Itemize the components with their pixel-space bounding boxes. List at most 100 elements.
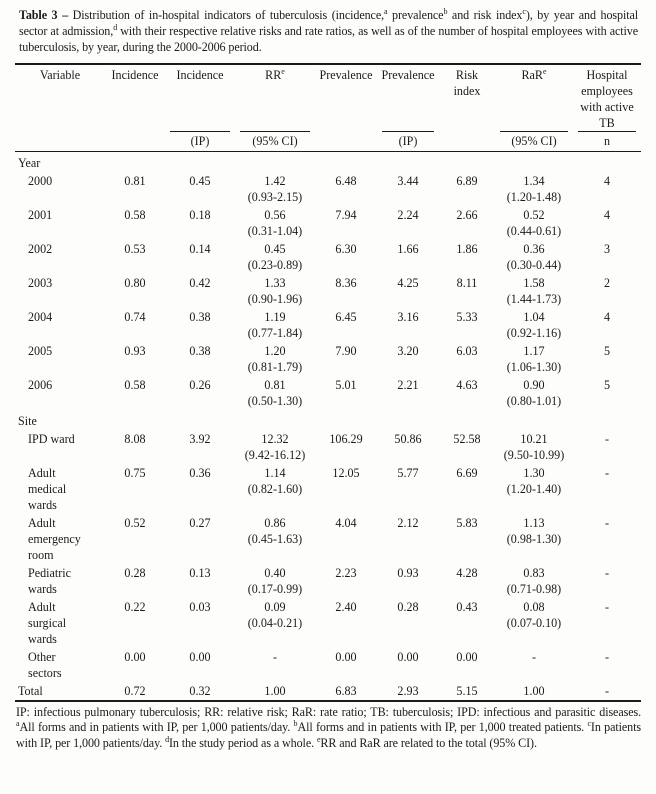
cell-value: 1.66 xyxy=(397,241,419,256)
cell-incidence-ip: 0.18 xyxy=(165,206,235,240)
cell-value: 0.00 xyxy=(456,649,478,664)
cell-prevalence: 8.36 xyxy=(315,274,377,308)
cell-rar: 0.08 (0.07-0.10) xyxy=(495,598,573,648)
footnote-text: RR and RaR are related to the total (95%… xyxy=(320,736,537,751)
cell-value: 0.58 xyxy=(124,377,146,392)
cell-value: 1.00 xyxy=(523,683,545,698)
cell-confidence-interval: (9.50-10.99) xyxy=(503,447,565,462)
cell-value: 1.13 xyxy=(523,515,545,530)
cell-n: - xyxy=(573,648,641,682)
header-spacer xyxy=(15,131,105,152)
document-page: Table 3 – Distribution of in-hospital in… xyxy=(15,6,641,752)
cell-confidence-interval: (9.42-16.12) xyxy=(244,447,306,462)
cell-value: 4 xyxy=(603,207,611,222)
cell-value: 2.21 xyxy=(397,377,419,392)
cell-prevalence-ip: 3.16 xyxy=(377,308,439,342)
footnote: IP: infectious pulmonary tuberculosis; R… xyxy=(16,705,641,752)
cell-value: 0.56 xyxy=(264,207,286,222)
column-rule xyxy=(578,130,636,132)
table-body: Year 2000 0.81 0.45 1.42 (0.93-2.15) 6.48 3.44 6… xyxy=(15,151,641,701)
cell-rr: 12.32 (9.42-16.12) xyxy=(235,430,315,464)
rr-superscript: e xyxy=(281,66,285,76)
col-header-incidence: Incidence xyxy=(105,64,165,131)
cell-prevalence: 7.90 xyxy=(315,342,377,376)
cell-value: 3.16 xyxy=(397,309,419,324)
subheader-rr-ci: (95% CI) xyxy=(235,130,315,152)
cell-value: 0.45 xyxy=(264,241,286,256)
cell-n: 5 xyxy=(573,342,641,376)
cell-incidence: 0.80 xyxy=(105,274,165,308)
cell-value: 5 xyxy=(603,377,611,392)
row-label: 2000 xyxy=(28,173,53,188)
cell-value: 6.69 xyxy=(456,465,478,480)
cell-value: 2.93 xyxy=(397,683,419,698)
cell-incidence: 0.58 xyxy=(105,376,165,410)
subheader-label: (IP) xyxy=(190,133,210,148)
cell-value: 12.32 xyxy=(261,431,289,446)
row-label: Adult emergency room xyxy=(28,515,81,562)
cell-value: 1.42 xyxy=(264,173,286,188)
cell-value: 5.77 xyxy=(397,465,419,480)
cell-prevalence-ip: 3.44 xyxy=(377,172,439,206)
cell-incidence-ip: 0.13 xyxy=(165,564,235,598)
row-label: 2001 xyxy=(28,207,53,222)
subheader-rar-ci: (95% CI) xyxy=(495,130,573,152)
cell-prevalence-ip: 2.21 xyxy=(377,376,439,410)
col-header-label: Prevalence xyxy=(381,67,435,82)
cell-value: 0.81 xyxy=(264,377,286,392)
data-row: 2000 0.81 0.45 1.42 (0.93-2.15) 6.48 3.44 6.89 1… xyxy=(15,172,641,206)
cell-value: 0.42 xyxy=(189,275,211,290)
cell-value: 0.28 xyxy=(124,565,146,580)
cell-incidence-ip: 0.42 xyxy=(165,274,235,308)
cell-confidence-interval: (0.81-1.79) xyxy=(247,359,303,374)
cell-confidence-interval: (0.50-1.30) xyxy=(247,393,303,408)
cell-rr: 0.81 (0.50-1.30) xyxy=(235,376,315,410)
row-label: Adult surgical wards xyxy=(28,599,67,646)
cell-n: 4 xyxy=(573,308,641,342)
cell-prevalence: 7.94 xyxy=(315,206,377,240)
section-row: Site xyxy=(15,410,641,430)
cell-n: - xyxy=(573,564,641,598)
cell-rar: 1.00 xyxy=(495,682,573,701)
cell-incidence-ip: 0.38 xyxy=(165,342,235,376)
cell-prevalence: 5.01 xyxy=(315,376,377,410)
cell-prevalence-ip: 0.28 xyxy=(377,598,439,648)
cell-rar: 1.30 (1.20-1.40) xyxy=(495,464,573,514)
cell-value: 1.00 xyxy=(264,683,286,698)
cell-incidence-ip: 0.27 xyxy=(165,514,235,564)
data-row: Adult medical wards 0.75 0.36 1.14 (0.82-1.6… xyxy=(15,464,641,514)
row-label: Other sectors xyxy=(28,649,62,680)
cell-risk-index: 8.11 xyxy=(439,274,495,308)
cell-rar: 1.58 (1.44-1.73) xyxy=(495,274,573,308)
row-label: 2006 xyxy=(28,377,53,392)
header-spacer xyxy=(315,131,377,152)
footnote-superscript-b: b xyxy=(293,719,298,729)
total-row: Total 0.72 0.32 1.00 6.83 2.93 5.15 1.00 - xyxy=(15,682,641,701)
cell-value: 0.93 xyxy=(397,565,419,580)
cell-value: 0.00 xyxy=(397,649,419,664)
cell-risk-index: 5.83 xyxy=(439,514,495,564)
cell-value: 4.25 xyxy=(397,275,419,290)
cell-confidence-interval: (0.23-0.89) xyxy=(247,257,303,272)
cell-confidence-interval: (0.82-1.60) xyxy=(247,481,303,496)
caption-superscript-b: b xyxy=(443,6,448,16)
cell-risk-index: 2.66 xyxy=(439,206,495,240)
cell-value: 0.36 xyxy=(189,465,211,480)
col-header-label: Prevalence xyxy=(319,67,373,82)
cell-value: 0.43 xyxy=(456,599,478,614)
cell-value: 1.34 xyxy=(523,173,545,188)
row-label: 2003 xyxy=(28,275,53,290)
row-label: 2004 xyxy=(28,309,53,324)
cell-value: 2 xyxy=(603,275,611,290)
caption-superscript-c: c xyxy=(522,6,526,16)
cell-rar: 10.21 (9.50-10.99) xyxy=(495,430,573,464)
cell-value: 50.86 xyxy=(394,431,422,446)
cell-value: 0.38 xyxy=(189,309,211,324)
cell-incidence-ip: 0.38 xyxy=(165,308,235,342)
cell-value: 3.20 xyxy=(397,343,419,358)
subheader-label: (IP) xyxy=(398,133,418,148)
cell-incidence-ip: 0.32 xyxy=(165,682,235,701)
cell-incidence: 0.22 xyxy=(105,598,165,648)
cell-rr: 1.20 (0.81-1.79) xyxy=(235,342,315,376)
cell-risk-index: 6.89 xyxy=(439,172,495,206)
